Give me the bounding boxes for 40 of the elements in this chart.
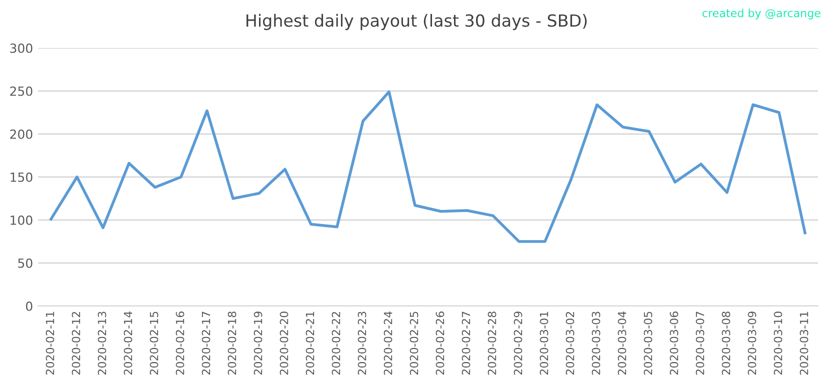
y-tick-label: 150	[10, 172, 32, 182]
x-tick-label: 2020-02-28	[488, 312, 496, 375]
line-series	[50, 90, 806, 243]
y-tick-label: 200	[10, 129, 32, 139]
y-tick-label: 50	[18, 258, 32, 268]
x-tick-label: 2020-02-29	[514, 312, 522, 375]
x-tick-label: 2020-02-23	[358, 312, 366, 375]
x-tick-label: 2020-02-27	[462, 312, 470, 375]
x-tick-label: 2020-02-21	[306, 312, 314, 375]
x-tick-label: 2020-02-17	[202, 312, 210, 375]
x-tick-label: 2020-02-26	[436, 312, 444, 375]
text: created by @arcange	[702, 8, 820, 20]
x-tick-label: 2020-03-06	[670, 312, 678, 375]
x-tick-label: 2020-02-11	[46, 312, 54, 375]
y-tick-label: 300	[10, 43, 32, 53]
x-tick-label: 2020-02-15	[150, 312, 158, 375]
x-tick-label: 2020-03-09	[748, 312, 756, 375]
x-tick-label: 2020-03-02	[566, 312, 574, 375]
x-tick-label: 2020-03-08	[722, 312, 730, 375]
x-tick-label: 2020-03-10	[774, 312, 782, 375]
x-tick-label: 2020-02-18	[228, 312, 236, 375]
y-tick-label: 250	[10, 86, 32, 96]
x-tick-label: 2020-02-19	[254, 312, 262, 375]
x-tick-label: 2020-03-03	[592, 312, 600, 375]
x-tick-label: 2020-02-13	[98, 312, 106, 375]
x-tick-label: 2020-02-20	[280, 312, 288, 375]
x-tick-label: 2020-02-12	[72, 312, 80, 375]
y-tick-label: 100	[10, 215, 32, 225]
x-tick-label: 2020-02-16	[176, 312, 184, 375]
chart-title: Highest daily payout (last 30 days - SBD)	[246, 14, 587, 30]
x-tick-label: 2020-03-11	[800, 312, 808, 375]
x-tick-label: 2020-02-24	[384, 311, 392, 375]
x-tick-label: 2020-02-22	[332, 312, 340, 375]
x-tick-label: 2020-02-25	[410, 312, 418, 375]
y-tick-label: 0	[26, 301, 32, 311]
x-tick-label: 2020-03-07	[696, 312, 704, 375]
x-tick-label: 2020-03-04	[618, 311, 626, 375]
x-tick-label: 2020-03-01	[540, 312, 548, 375]
x-tick-label: 2020-02-14	[124, 311, 132, 375]
x-tick-label: 2020-03-05	[644, 312, 652, 375]
